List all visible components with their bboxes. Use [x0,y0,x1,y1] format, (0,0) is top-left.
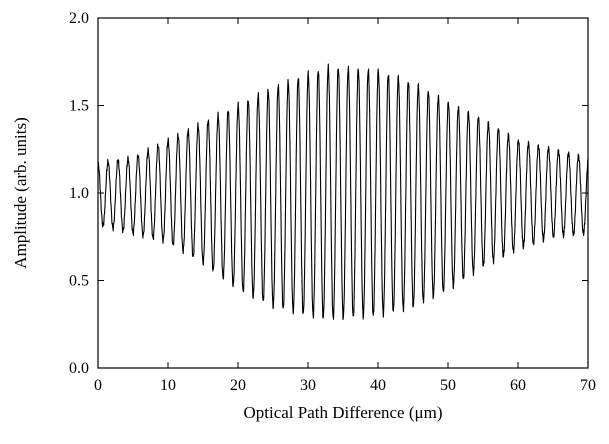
y-tick-label: 1.5 [69,98,89,115]
x-axis-label: Optical Path Difference (μm) [243,403,442,422]
x-tick-label: 20 [230,377,246,394]
y-tick-label: 1.0 [69,185,89,202]
x-tick-label: 40 [370,377,386,394]
x-tick-label: 50 [440,377,456,394]
x-tick-label: 70 [580,377,596,394]
y-tick-label: 2.0 [69,10,89,27]
y-axis-label: Amplitude (arb. units) [11,117,30,269]
x-tick-label: 10 [160,377,176,394]
y-tick-label: 0.0 [69,360,89,377]
x-tick-label: 60 [510,377,526,394]
y-tick-label: 0.5 [69,273,89,290]
tick-labels: 0 10 20 30 40 50 60 70 0.0 0.5 1.0 1.5 2.0 [69,10,596,394]
x-tick-label: 30 [300,377,316,394]
x-tick-label: 0 [94,377,102,394]
interferogram-series-line [97,63,589,321]
